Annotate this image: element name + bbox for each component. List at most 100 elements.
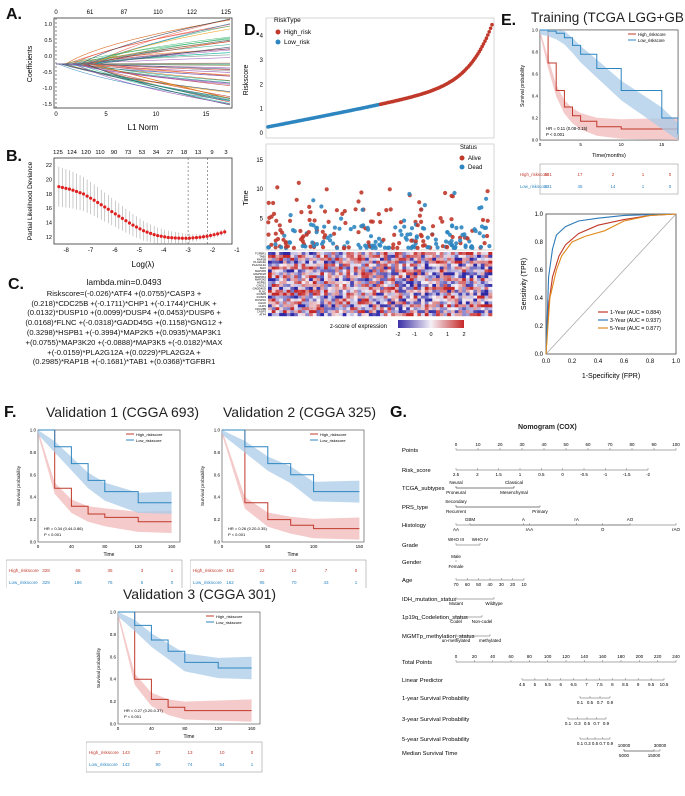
- heatmap-cell: [417, 281, 422, 285]
- heatmap-cell: [316, 307, 321, 311]
- heatmap-cell: [484, 257, 489, 261]
- time-point: [485, 233, 490, 239]
- riskscore-point: [486, 33, 490, 37]
- heatmap-cell: [338, 252, 343, 256]
- time-frame: [265, 143, 495, 251]
- heatmap-cell: [353, 301, 358, 305]
- roc-1yr-curve: [545, 213, 677, 355]
- heatmap-cell: [301, 295, 306, 299]
- heatmap-cell: [462, 281, 467, 285]
- heatmap-cell: [290, 278, 295, 282]
- heatmap-cell: [447, 304, 452, 308]
- x-tick: 80: [102, 544, 108, 549]
- heatmap-cell: [350, 313, 355, 317]
- cv-point: [205, 234, 209, 238]
- heatmap-cell: [473, 292, 478, 296]
- heatmap-cell: [282, 272, 287, 276]
- heatmap-cell: [398, 257, 403, 261]
- km-hr: HR = 0.11 (0.08-0.15): [546, 126, 588, 131]
- time-point: [359, 190, 364, 195]
- riskscore-points: [266, 22, 494, 129]
- time-point: [331, 241, 336, 246]
- heatmap-cell: [394, 295, 399, 299]
- heatmap-cell: [268, 257, 273, 261]
- heatmap-cell: [454, 304, 459, 308]
- time-point: [413, 239, 418, 244]
- heatmap-cell: [268, 252, 273, 256]
- heatmap-cell: [350, 298, 355, 302]
- heatmap-cell: [406, 284, 411, 288]
- scale-label: 40: [490, 654, 496, 659]
- heatmap-cell: [275, 254, 280, 259]
- heatmap-cell: [462, 260, 467, 264]
- heatmap-cell: [488, 260, 493, 264]
- heatmap-cell: [406, 307, 411, 311]
- gene-labels: TGFBR1TAB1RAP1BPLA2G2APLA2G12AMAXMAP3K5M…: [252, 252, 266, 317]
- heatmap-cell: [458, 252, 463, 256]
- x-tick: 40: [69, 544, 75, 549]
- heatmap-cell: [286, 295, 291, 299]
- heatmap-cell: [271, 304, 276, 308]
- risk-table-frame: [190, 559, 367, 588]
- nomogram-row-label: Age: [402, 578, 412, 584]
- table-high-value: 328: [42, 568, 50, 573]
- table-high-label: High_riskscore: [193, 568, 223, 573]
- heatmap-cell: [417, 263, 422, 267]
- cv-point: [106, 207, 110, 211]
- heatmap-cell: [268, 298, 273, 302]
- heatmap-cell: [417, 278, 422, 282]
- nomogram-row-label: TCGA_subtypes: [402, 486, 445, 492]
- heatmap-cell: [350, 310, 355, 314]
- time-point: [356, 199, 361, 204]
- scale-label: 0.5: [538, 472, 545, 477]
- table-low-value: 1: [355, 580, 358, 585]
- heatmap-cell: [402, 252, 407, 256]
- heatmap-cell: [387, 260, 392, 264]
- heatmap-cell: [275, 304, 280, 308]
- heatmap-cell: [469, 263, 474, 267]
- time-point: [487, 244, 492, 249]
- heatmap-cell: [290, 275, 295, 279]
- top-tick: 53: [139, 150, 145, 156]
- table-low-value: 14: [610, 184, 616, 189]
- heatmap-cell: [402, 281, 407, 285]
- heatmap-cell: [279, 286, 284, 291]
- heatmap-cell: [428, 260, 433, 264]
- scale-label: 0.1: [577, 741, 584, 746]
- heatmap-cell: [443, 260, 448, 264]
- heatmap-cell: [305, 263, 310, 267]
- scale-label: 8: [611, 682, 614, 687]
- heatmap-cell: [309, 298, 314, 302]
- heatmap-cell: [282, 298, 287, 302]
- scale-label: 7.5: [596, 682, 603, 687]
- heatmap-cell: [271, 260, 276, 264]
- scale-label: WHO IV: [472, 537, 489, 542]
- panel-g-label: G.: [390, 404, 407, 421]
- heatmap-cell: [484, 304, 489, 308]
- heatmap-cell: [443, 263, 448, 267]
- heatmap-cell: [383, 301, 388, 305]
- heatmap-cell: [368, 275, 373, 279]
- heatmap-cell: [443, 257, 448, 261]
- heatmap-cell: [327, 284, 332, 288]
- heatmap-cell: [346, 313, 351, 317]
- heatmap-cell: [458, 298, 463, 302]
- heatmap-cell: [320, 304, 325, 308]
- risk-table-frame: [539, 163, 679, 195]
- heatmap-cell: [488, 295, 493, 299]
- scale-label: 1: [519, 472, 522, 477]
- y-tick: 0.4: [532, 94, 539, 99]
- heatmap-cell: [372, 278, 377, 282]
- heatmap-cell: [320, 257, 325, 261]
- heatmap-cell: [477, 275, 482, 279]
- table-high-value: 7: [325, 568, 328, 573]
- heatmap-cell: [413, 254, 418, 259]
- heatmap-cell: [447, 310, 452, 314]
- scale-label: 0.5: [584, 721, 591, 726]
- heatmap-cell: [286, 278, 291, 282]
- heatmap-cell: [376, 269, 381, 273]
- coefficient-path: [56, 63, 231, 100]
- heatmap-cell: [398, 310, 403, 314]
- scale-label: 2: [476, 472, 479, 477]
